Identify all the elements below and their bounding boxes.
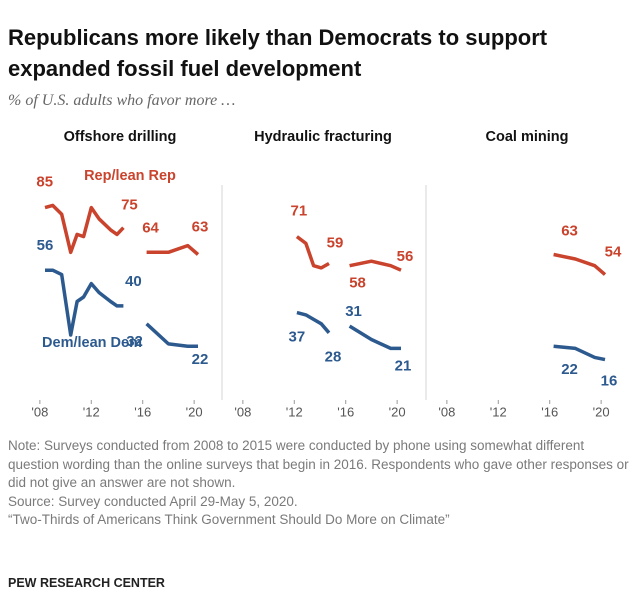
x-tick-label: '20 (593, 404, 610, 419)
data-label: 64 (142, 219, 159, 236)
report-title: “Two-Thirds of Americans Think Governmen… (8, 512, 450, 527)
x-tick-label: '20 (389, 404, 406, 419)
footer: Note: Surveys conducted from 2008 to 201… (8, 437, 630, 530)
data-label: 85 (36, 173, 53, 190)
data-label: 40 (125, 273, 142, 290)
data-label: 56 (37, 237, 54, 254)
data-label: 71 (291, 203, 308, 220)
data-label: 28 (325, 349, 342, 366)
data-label: 21 (395, 357, 412, 374)
x-tick-label: '20 (186, 404, 203, 419)
series-line (553, 344, 606, 362)
source: Source: Survey conducted April 29-May 5,… (8, 493, 298, 509)
data-label: 37 (289, 329, 306, 346)
data-label: 75 (121, 197, 138, 214)
panel-title: Coal mining (486, 129, 569, 145)
legend-label: Rep/lean Rep (84, 168, 176, 184)
data-label: 32 (126, 333, 143, 350)
series-line (553, 252, 607, 276)
subtitle: % of U.S. adults who favor more … (8, 92, 236, 109)
legend-label: Dem/lean Dem (42, 335, 142, 351)
data-label: 22 (561, 361, 578, 378)
series-line (44, 203, 200, 256)
data-label: 59 (327, 234, 344, 251)
series-line (295, 235, 402, 272)
note: Note: Surveys conducted from 2008 to 201… (8, 438, 629, 490)
x-tick-label: '16 (134, 404, 151, 419)
data-label: 31 (345, 303, 362, 320)
data-label: 58 (349, 275, 366, 292)
data-label: 16 (601, 373, 618, 390)
data-label: 54 (605, 244, 622, 261)
series-line (45, 268, 198, 348)
x-tick-label: '08 (234, 404, 251, 419)
data-label: 56 (397, 248, 414, 265)
data-label: 22 (192, 351, 209, 368)
data-label: 63 (561, 222, 578, 239)
brand: PEW RESEARCH CENTER (8, 576, 165, 590)
x-tick-label: '16 (337, 404, 354, 419)
series-line (296, 310, 401, 351)
panel-title: Offshore drilling (64, 129, 177, 145)
x-tick-label: '08 (31, 404, 48, 419)
data-label: 63 (192, 218, 209, 235)
x-tick-label: '12 (490, 404, 507, 419)
x-tick-label: '12 (286, 404, 303, 419)
panel-title: Hydraulic fracturing (254, 129, 392, 145)
x-tick-label: '12 (83, 404, 100, 419)
title: Republicans more likely than Democrats t… (8, 25, 548, 81)
x-tick-label: '16 (541, 404, 558, 419)
x-tick-label: '08 (438, 404, 455, 419)
